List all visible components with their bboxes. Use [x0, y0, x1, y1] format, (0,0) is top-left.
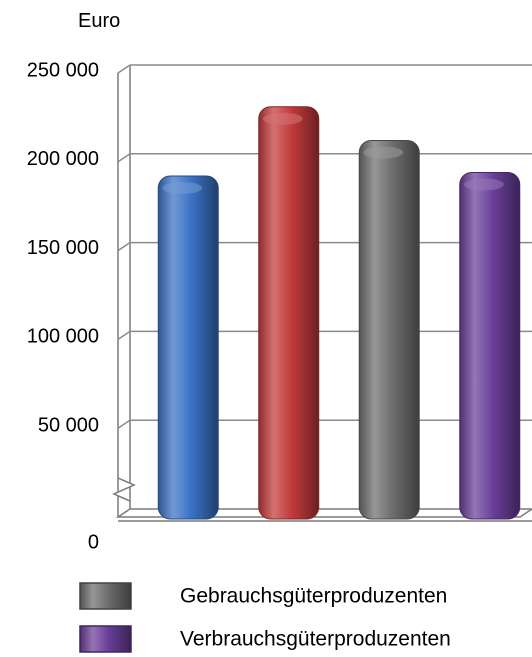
y-tick-label: 50 000	[38, 414, 99, 436]
gridline-diagonal	[117, 241, 131, 252]
legend-swatch	[79, 625, 132, 653]
gridline-diagonal	[117, 330, 131, 341]
axis-break-marker	[112, 477, 136, 502]
gridline-diagonal	[117, 153, 131, 163]
bar-highlight	[262, 112, 303, 125]
gridline-diagonal	[117, 419, 131, 429]
y-tick-label: 0	[88, 531, 99, 553]
y-axis-label: Euro	[78, 10, 120, 32]
legend: Gebrauchsgüterproduzenten Verbrauchsgüter…	[79, 582, 451, 653]
y-tick-labels: 0 50 000 100 000 150 000 200 000 250 000	[27, 59, 99, 553]
gridline-diagonal	[117, 64, 131, 74]
bar	[459, 171, 521, 520]
bar-highlight	[363, 146, 404, 159]
y-tick-label: 150 000	[27, 237, 99, 259]
y-tick-label: 250 000	[27, 59, 99, 81]
legend-label: Gebrauchsgüterproduzenten	[180, 585, 447, 608]
y-tick-label: 100 000	[27, 326, 99, 348]
bar	[157, 175, 219, 520]
bar	[358, 139, 420, 520]
bar-highlight	[463, 178, 504, 191]
y-tick-label: 200 000	[27, 148, 99, 170]
legend-label: Verbrauchsgüterproduzenten	[180, 628, 451, 651]
legend-swatch	[79, 582, 132, 610]
bar	[258, 106, 320, 520]
legend-item: Verbrauchsgüterproduzenten	[79, 625, 451, 653]
bars	[157, 106, 521, 520]
bar-highlight	[162, 182, 203, 195]
legend-item: Gebrauchsgüterproduzenten	[79, 582, 447, 610]
